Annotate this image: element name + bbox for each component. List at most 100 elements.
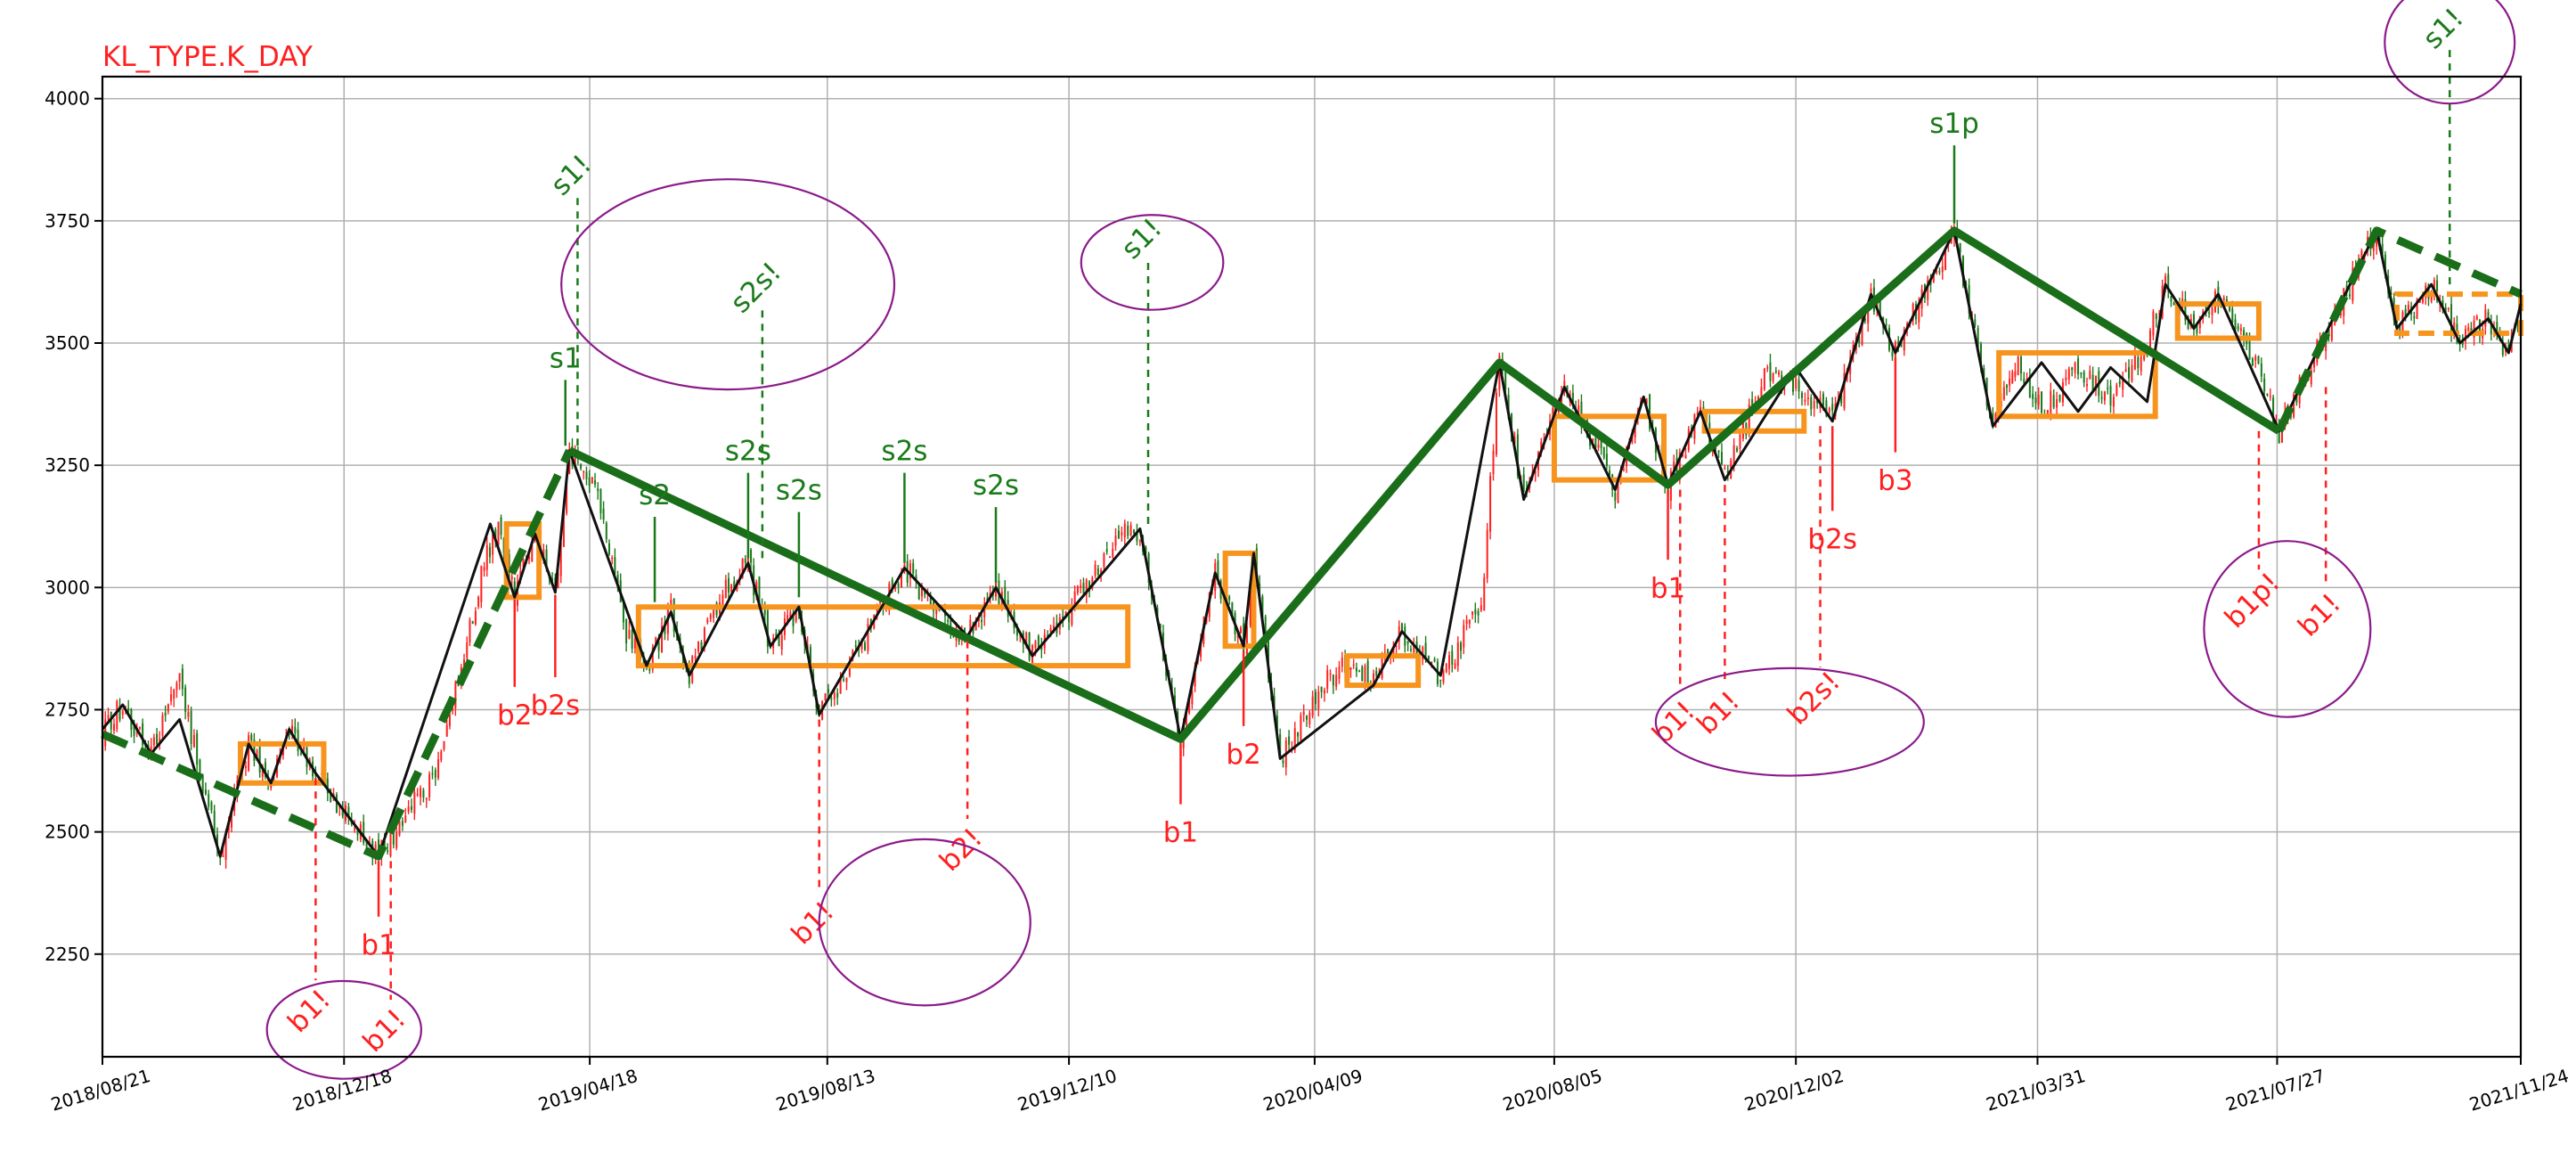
candle-body [2501,343,2504,356]
candle-body [557,572,559,588]
candle-body [437,759,440,779]
candle-body [1123,523,1126,538]
candle-body [1891,352,1894,357]
candle-body [248,735,250,771]
candle-body [733,581,736,590]
candle-body [625,618,628,644]
candle-body [1108,556,1111,559]
candle-body [1724,468,1726,470]
candle-body [854,645,857,647]
signal-label: b1! [281,984,337,1039]
candle-body [848,662,851,676]
candle-body [2128,367,2131,379]
candle-body [860,641,863,650]
candle-body [1071,605,1073,626]
candle-body [2248,339,2251,360]
candle-body [670,600,673,606]
candle-body [1806,397,1809,400]
candle-body [1631,436,1634,443]
candle-body [1264,617,1267,642]
candle-body [763,606,766,616]
signal-label: s2 [639,479,671,511]
candle-body [288,733,290,736]
candle-body [1076,586,1079,593]
candle-body [281,748,284,756]
candle-body [330,789,332,802]
candle-body [1159,624,1162,628]
candle-body [2330,320,2333,341]
candle-body [2041,391,2043,413]
candle-body [709,614,712,619]
candle-body [2263,378,2266,392]
candle-body [1804,399,1806,402]
candle-body [2413,316,2416,318]
candle-body [891,579,893,588]
candle-body [2014,371,2017,377]
signal-label: b2s [1807,523,1857,555]
candle-body [1766,367,1769,369]
candle-body [500,517,502,536]
candle-body [341,809,344,816]
candle-body [2026,378,2028,380]
candle-body [2487,312,2490,319]
candle-body [199,759,201,777]
candle-body [2133,352,2136,371]
candle-body [2295,392,2298,403]
candle-body [224,833,227,861]
candle-body [407,806,410,812]
candle-body [513,581,516,601]
candle-body [1117,530,1120,539]
candle-body [1778,372,1781,375]
candle-body [1944,248,1947,271]
candle-body [2281,424,2284,443]
segment-line-dashed [101,448,574,861]
candle-body [727,577,730,593]
candle-body [517,581,519,606]
candle-body [969,619,972,633]
candle-body [2272,397,2275,426]
candle-body [1096,568,1099,576]
candle-body [1622,469,1625,470]
candle-body [1073,591,1076,609]
candle-body [222,855,224,857]
candle-body [2112,397,2115,407]
y-tick-label: 3500 [45,332,90,354]
candle-body [2475,316,2478,320]
y-tick-label: 2500 [45,822,90,843]
candle-body [477,597,480,607]
candle-body [2140,356,2142,372]
candle-body [1795,378,1797,389]
candle-body [152,737,155,746]
candle-body [824,693,827,701]
candle-body [1431,661,1433,664]
chart-title: KL_TYPE.K_DAY [102,41,313,73]
candle-body [1480,605,1482,611]
candle-body [2017,356,2019,375]
candle-body [1103,553,1105,568]
candle-body [1816,400,1819,404]
candle-body [164,712,167,716]
candle-body [611,557,614,560]
candle-body [655,637,657,647]
y-tick-label: 2250 [45,944,90,965]
candle-body [363,822,365,843]
candle-body [192,735,195,748]
candle-body [2257,356,2260,364]
candle-body [616,575,619,584]
candle-body [1463,625,1465,648]
candle-body [1373,673,1375,684]
candle-body [2237,325,2239,330]
candle-body [583,470,585,473]
candle-body [2444,307,2447,314]
candle-body [755,582,758,593]
candle-body [1645,398,1648,405]
candle-body [845,677,848,683]
candle-body [2028,377,2031,398]
candle-body [2339,312,2342,315]
candle-body [2103,391,2106,401]
candle-body [1763,368,1765,390]
candle-body [531,544,534,562]
candle-body [395,832,398,848]
candle-body [1335,675,1338,687]
